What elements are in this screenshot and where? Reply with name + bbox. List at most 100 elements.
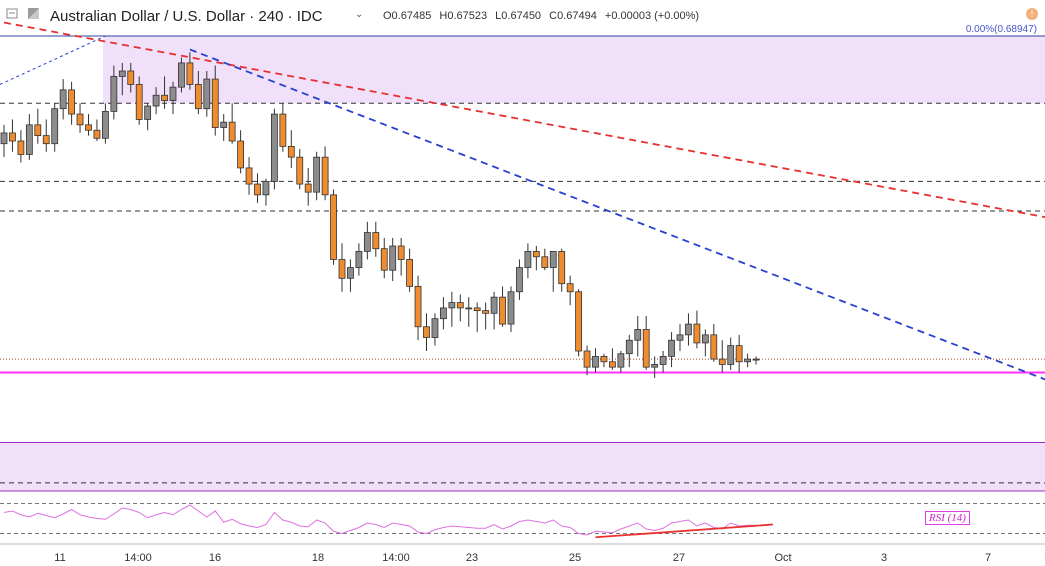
x-tick-label: 14:00: [382, 552, 410, 564]
candle-body: [532, 250, 540, 258]
candle-body: [685, 323, 692, 336]
candle-body: [152, 94, 160, 107]
candle-body: [668, 339, 675, 357]
rsi-line: [3, 504, 757, 536]
candle-body: [127, 70, 135, 85]
candle-body: [490, 296, 498, 314]
symbol-flag-icon: [28, 8, 39, 19]
candle-body: [634, 329, 642, 341]
candle-body: [338, 259, 346, 279]
ohlc-readout: O0.67485 H0.67523 L0.67450 C0.67494 +0.0…: [383, 10, 704, 22]
candle-body: [448, 302, 456, 309]
candle-body: [270, 113, 278, 182]
alert-icon[interactable]: !: [1026, 8, 1038, 20]
candle-body: [575, 291, 582, 352]
candle-body: [558, 250, 566, 285]
chevron-down-icon[interactable]: ⌄: [355, 9, 364, 20]
candle-body: [51, 108, 59, 145]
candle-body: [431, 318, 439, 338]
x-tick-label: 14:00: [124, 552, 152, 564]
candle-body: [161, 94, 168, 102]
candle-body: [710, 334, 718, 360]
x-tick-label: 25: [569, 552, 581, 564]
fib-level-label: 0.00%(0.68947): [965, 24, 1037, 35]
x-tick-label: 16: [209, 552, 221, 564]
candle-body: [718, 358, 726, 365]
candle-body: [0, 132, 8, 145]
candle-body: [144, 105, 152, 120]
candle-body: [735, 345, 743, 363]
candle-body: [321, 156, 329, 196]
candle-body: [254, 183, 261, 196]
candle-body: [659, 355, 667, 365]
candle-body: [541, 256, 549, 268]
candle-body: [262, 180, 270, 196]
candle-body: [237, 140, 245, 169]
candle-body: [296, 156, 304, 185]
candle-body: [482, 310, 490, 314]
candle-body: [583, 350, 591, 368]
candle-body: [372, 232, 380, 250]
candle-body: [313, 156, 321, 193]
chart-header: Australian Dollar / U.S. Dollar · 240 · …: [0, 0, 1045, 32]
candle-body: [68, 89, 75, 115]
low-value: L0.67450: [495, 10, 542, 22]
candle-body: [203, 78, 211, 110]
candle-body: [744, 358, 751, 363]
candle-body: [600, 355, 608, 363]
candle-body: [194, 84, 202, 110]
candle-body: [245, 167, 253, 185]
rsi-divergence-line: [595, 523, 774, 539]
candle-body: [279, 113, 287, 147]
candle-body: [102, 110, 109, 139]
candle-body: [752, 358, 760, 361]
candle-body: [389, 245, 397, 271]
candle-body: [693, 323, 701, 344]
change-value: +0.00003 (+0.00%): [604, 10, 700, 22]
candle-body: [609, 361, 616, 368]
resistance-zone: [103, 36, 1045, 104]
x-tick-label: 18: [312, 552, 324, 564]
chart-icon[interactable]: [6, 7, 19, 20]
candle-body: [228, 121, 236, 142]
candle-body: [642, 329, 650, 368]
candle-body: [592, 355, 599, 368]
candle-body: [507, 291, 515, 325]
candle-body: [178, 62, 185, 88]
candle-body: [363, 232, 371, 252]
candle-body: [414, 285, 422, 328]
candle-body: [34, 124, 42, 137]
trendline-blue-left: [0, 35, 106, 85]
candle-body: [524, 250, 532, 268]
candle-body: [42, 135, 50, 145]
x-tick-label: 23: [466, 552, 478, 564]
candle-body: [676, 334, 684, 341]
candle-body: [17, 140, 25, 155]
candle-body: [93, 129, 101, 139]
candle-body: [727, 345, 735, 365]
candle-body: [220, 121, 228, 128]
x-tick-label: 7: [985, 552, 991, 564]
candle-body: [25, 124, 33, 155]
candle-body: [347, 267, 354, 279]
trendline-blue: [189, 48, 1045, 381]
candle-body: [9, 132, 16, 142]
symbol-title[interactable]: Australian Dollar / U.S. Dollar · 240 · …: [50, 8, 323, 25]
candle-body: [473, 307, 481, 312]
candle-body: [330, 194, 337, 260]
candle-body: [456, 302, 464, 309]
candle-body: [625, 339, 633, 355]
candle-body: [355, 250, 363, 268]
rsi-label: RSI (14): [925, 511, 970, 525]
candle-body: [304, 183, 312, 193]
x-tick-label: 3: [881, 552, 887, 564]
open-value: O0.67485: [383, 10, 432, 22]
candle-body: [701, 334, 709, 344]
candle-body: [380, 248, 388, 271]
candle-body: [211, 78, 219, 128]
candle-body: [465, 307, 473, 310]
candle-body: [76, 113, 84, 126]
candle-body: [549, 250, 557, 268]
candle-body: [406, 259, 414, 287]
